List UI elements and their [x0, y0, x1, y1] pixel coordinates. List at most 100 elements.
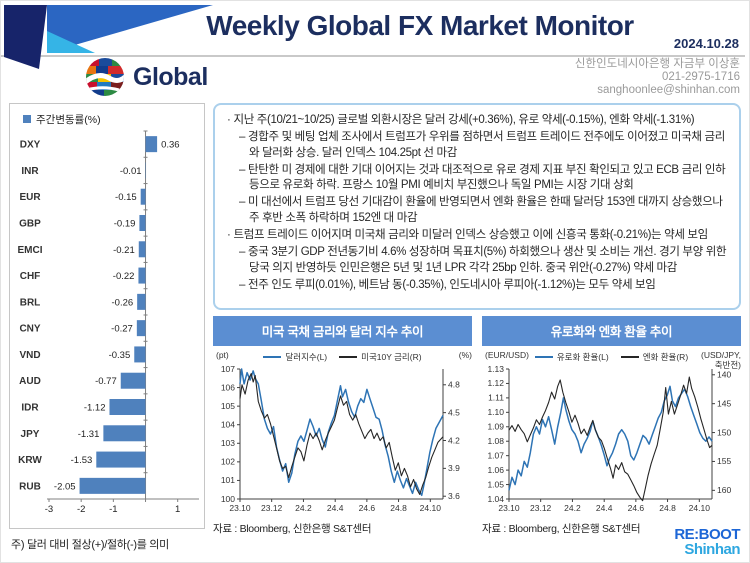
right-axis-tick-label: 140 — [717, 370, 731, 380]
charts-row: 미국 국채 금리와 달러 지수 추이 (pt) (%) 달러지수(L) 미국10Y 금… — [213, 316, 741, 536]
chart-legend-row: (pt) (%) 달러지수(L) 미국10Y 금리(R) — [213, 349, 472, 364]
bar-category-label: AUD — [19, 376, 41, 387]
left-axis-tick-label: 1.07 — [487, 450, 504, 460]
bullet-marker: – — [239, 131, 246, 144]
legend-series-name: 유로화 환율(L) — [556, 352, 609, 362]
x-axis-tick-label: 24.6 — [359, 503, 376, 513]
right-axis-tick-label: 160 — [717, 485, 731, 495]
bar-value-label: -0.26 — [112, 297, 134, 308]
series-line-left — [239, 368, 444, 497]
left-axis-unit: (EUR/USD) — [485, 350, 529, 360]
x-axis-tick-label: 24.2 — [564, 503, 581, 513]
right-axis-tick-label: 3.9 — [448, 463, 460, 473]
bar-category-label: EUR — [19, 192, 41, 203]
chart-source: 자료 : Bloomberg, 신한은행 S&T센터 — [482, 523, 641, 535]
bullet-list: · 지난 주(10/21~10/25) 글로벌 외환시장은 달러 강세(+0.36… — [213, 103, 741, 310]
report-date: 2024.10.28 — [673, 36, 739, 51]
bar-category-label: INR — [21, 166, 39, 177]
x-axis-tick-label: 24.4 — [596, 503, 613, 513]
legend-line-swatch — [620, 356, 639, 358]
bar-category-label: CHF — [20, 271, 41, 282]
x-axis-tick-label: 24.2 — [295, 503, 312, 513]
left-axis-tick-label: 1.08 — [487, 436, 504, 446]
bar-value-label: -2.05 — [54, 481, 76, 492]
left-axis-tick-label: 104 — [221, 420, 235, 430]
bar-category-label: KRW — [18, 455, 42, 466]
bullet-text: 지난 주(10/21~10/25) 글로벌 외환시장은 달러 강세(+0.36%… — [233, 114, 695, 126]
bullet-marker: · — [227, 229, 231, 242]
bar-category-label: DXY — [20, 140, 41, 151]
right-axis-tick-label: 155 — [717, 456, 731, 466]
bar-KRW — [96, 451, 146, 468]
bullet-text: 탄탄한 미 경제에 대한 기대 이어지는 것과 대조적으로 유로 경제 지표 부… — [248, 163, 726, 192]
bullet-item: – 경합주 및 베팅 업체 조사에서 트럼프가 우위를 점하면서 트럼프 트레이드… — [225, 130, 729, 161]
legend-items: 달러지수(L) 미국10Y 금리(R) — [213, 349, 472, 363]
bar-EMCI — [138, 241, 146, 258]
chart-source: 자료 : Bloomberg, 신한은행 S&T센터 — [213, 523, 372, 535]
bar-value-label: -1.53 — [71, 455, 93, 466]
bar-value-label: -0.77 — [95, 376, 117, 387]
header-divider — [1, 55, 745, 57]
bar-DXY — [145, 136, 158, 153]
corner-flag-decoration — [4, 5, 213, 69]
bullet-item: – 탄탄한 미 경제에 대한 기대 이어지는 것과 대조적으로 유로 경제 지표 … — [225, 163, 729, 194]
bar-value-label: -0.01 — [120, 166, 142, 177]
legend-line-swatch — [263, 356, 282, 358]
bar-category-label: EMCI — [18, 245, 43, 256]
bar-value-label: -0.19 — [114, 219, 136, 230]
reboot-shinhan-logo: RE:BOOT Shinhan — [674, 527, 740, 557]
right-axis-tick-label: 3.6 — [448, 491, 460, 501]
chart-title: 유로화와 엔화 환율 추이 — [482, 316, 741, 346]
right-axis-tick-label: 150 — [717, 427, 731, 437]
legend-series-name: 엔화 환율(R) — [642, 352, 689, 362]
legend-line-swatch — [339, 356, 358, 358]
left-axis-tick-label: 1.10 — [487, 407, 504, 417]
chart-title: 미국 국채 금리와 달러 지수 추이 — [213, 316, 472, 346]
bar-JPY — [103, 425, 146, 442]
right-axis-tick-label: 4.8 — [448, 380, 460, 390]
bar-CHF — [138, 267, 146, 284]
left-axis-tick-label: 1.12 — [487, 378, 504, 388]
left-axis-tick-label: 106 — [221, 382, 235, 392]
contact-email: sanghoonlee@shinhan.com — [597, 84, 740, 96]
bar-GBP — [139, 215, 146, 231]
bullet-text: 중국 3분기 GDP 전년동기비 4.6% 성장하며 목표치(5%) 하회했으나… — [248, 246, 727, 274]
bar-value-label: -1.31 — [78, 429, 100, 440]
left-axis-tick-label: 102 — [221, 457, 235, 467]
bullet-item: – 전주 인도 루피(0.01%), 베트남 동(-0.35%), 인도네시아 루… — [225, 278, 729, 293]
bar-BRL — [137, 293, 146, 310]
bar-value-label: -0.22 — [113, 271, 135, 282]
bar-value-label: -0.27 — [111, 324, 133, 335]
left-axis-tick-label: 107 — [221, 364, 235, 374]
legend-item: 달러지수(L) — [263, 351, 327, 363]
x-axis-tick-label: 24.8 — [390, 503, 407, 513]
right-axis-tick-label: 145 — [717, 398, 731, 408]
left-axis-tick-label: 101 — [221, 475, 235, 485]
x-axis-tick-label: 24.4 — [327, 503, 344, 513]
bar-category-label: BRL — [20, 297, 41, 308]
bar-RUB — [79, 477, 146, 494]
bullet-item: · 지난 주(10/21~10/25) 글로벌 외환시장은 달러 강세(+0.36… — [225, 113, 729, 128]
x-axis-tick-label: 23.12 — [530, 503, 552, 513]
bullet-marker: – — [239, 278, 246, 291]
eur-jpy-chart-svg: 1.04 1.05 1.06 1.07 1.08 1.09 1.10 1.11 1.12 1.13… — [487, 364, 731, 513]
bar-chart-legend: 주간변동률(%) — [13, 107, 201, 127]
bullet-item: – 중국 3분기 GDP 전년동기비 4.6% 성장하며 목표치(5%) 하회했으… — [225, 245, 729, 276]
bar-value-label: -0.21 — [113, 245, 135, 256]
brand-row: Global — [85, 57, 208, 97]
left-axis-tick-label: 105 — [221, 401, 235, 411]
bar-value-label: -0.35 — [109, 350, 131, 361]
right-axis-tick-label: 4.2 — [448, 435, 460, 445]
contact-line: 신한인도네시아은행 자금부 이상훈 — [574, 58, 740, 70]
bullet-text: 경합주 및 베팅 업체 조사에서 트럼프가 우위를 점하면서 트럼프 트레이드 … — [248, 131, 725, 159]
brand-label: Global — [133, 62, 208, 91]
bullet-text: 전주 인도 루피(0.01%), 베트남 동(-0.35%), 인도네시아 루피… — [248, 278, 656, 291]
x-axis-tick-label: 24.6 — [628, 503, 645, 513]
left-axis-unit: (pt) — [216, 350, 229, 360]
left-axis-tick-label: 1.09 — [487, 422, 504, 432]
bar-x-tick-label: 1 — [175, 504, 180, 515]
x-axis-tick-label: 24.10 — [420, 503, 442, 513]
contact-block: 신한인도네시아은행 자금부 이상훈 021-2975-1716 sanghoon… — [575, 58, 740, 97]
bar-CNY — [136, 320, 146, 337]
bullet-item: · 트럼프 트레이드 이어지며 미국채 금리와 미달러 인덱스 상승했고 이에 신… — [225, 228, 729, 243]
